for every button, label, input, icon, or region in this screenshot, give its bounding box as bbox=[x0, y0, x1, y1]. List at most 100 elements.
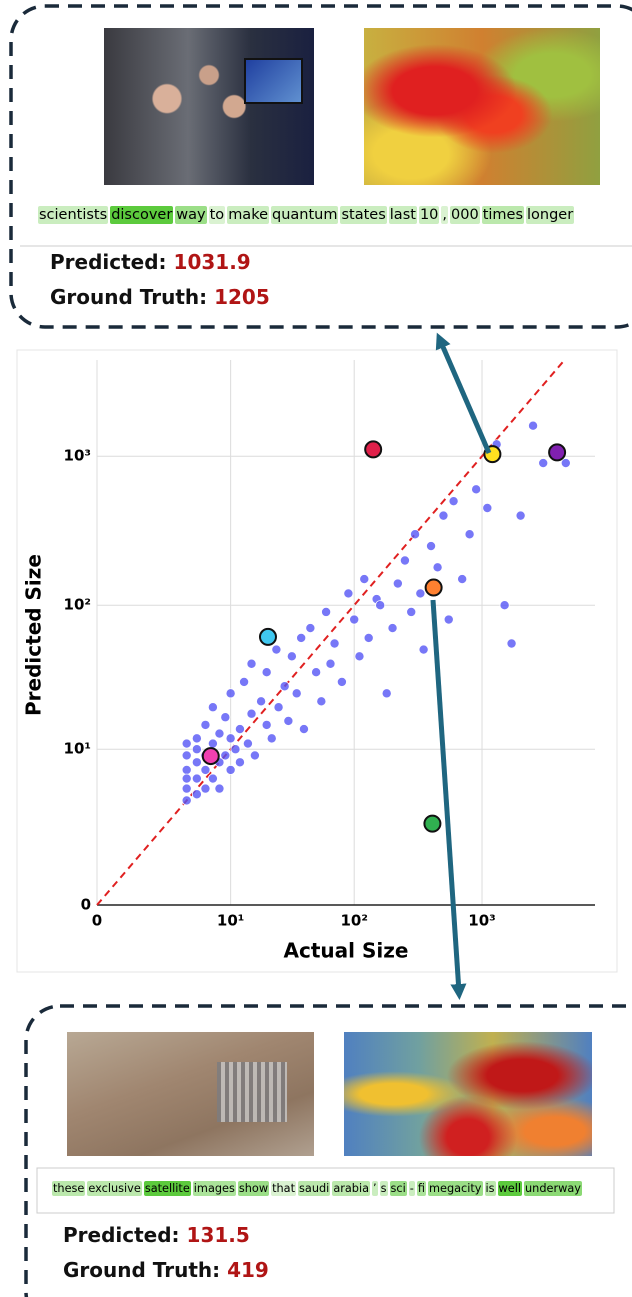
satellite-image bbox=[67, 1032, 314, 1156]
heatmap bbox=[344, 1032, 592, 1156]
point bbox=[321, 606, 332, 617]
point bbox=[230, 744, 241, 755]
token-highlight: longer bbox=[526, 206, 575, 224]
point bbox=[399, 555, 410, 566]
point bbox=[349, 614, 360, 625]
highlight-point bbox=[364, 440, 383, 459]
token: , bbox=[442, 207, 447, 223]
bottom-callout-border bbox=[24, 1004, 632, 1297]
token-highlight: - bbox=[408, 1181, 415, 1196]
point bbox=[225, 764, 236, 775]
point bbox=[359, 574, 370, 585]
highlight-point bbox=[423, 814, 442, 833]
token: is bbox=[485, 1182, 495, 1195]
point bbox=[506, 638, 517, 649]
token-highlight: 10 bbox=[418, 206, 440, 224]
buildings bbox=[217, 1062, 287, 1122]
token-highlight: discover bbox=[110, 206, 174, 224]
token: states bbox=[341, 207, 386, 223]
token: these bbox=[53, 1182, 85, 1195]
token: images bbox=[193, 1182, 235, 1195]
token-highlight: 000 bbox=[450, 206, 480, 224]
point bbox=[207, 738, 218, 749]
token: s bbox=[380, 1182, 387, 1195]
y-axis-label: Predicted Size bbox=[22, 554, 46, 716]
token-highlight: satellite bbox=[143, 1181, 191, 1196]
point bbox=[181, 795, 192, 806]
token: discover bbox=[111, 207, 173, 223]
point bbox=[200, 719, 211, 730]
token-highlight: well bbox=[497, 1181, 522, 1196]
token: times bbox=[482, 207, 524, 223]
point bbox=[273, 702, 284, 713]
point bbox=[239, 676, 250, 687]
point bbox=[432, 562, 443, 573]
y-tick-label: 10² bbox=[64, 596, 91, 614]
point bbox=[256, 696, 267, 707]
x-tick-label: 0 bbox=[92, 912, 102, 930]
point bbox=[207, 773, 218, 784]
point bbox=[220, 712, 231, 723]
predicted: Predicted: 1031.9 bbox=[50, 250, 251, 274]
point bbox=[181, 750, 192, 761]
point bbox=[242, 738, 253, 749]
point bbox=[234, 724, 245, 735]
highlight-point bbox=[424, 578, 443, 597]
point bbox=[305, 623, 316, 634]
token: make bbox=[228, 207, 268, 223]
token-highlight: way bbox=[175, 206, 207, 224]
point bbox=[246, 658, 257, 669]
photo bbox=[104, 28, 314, 185]
point bbox=[363, 632, 374, 643]
token: that bbox=[272, 1182, 296, 1195]
monitor bbox=[244, 58, 303, 104]
token: ’ bbox=[373, 1182, 377, 1195]
token-row: these exclusive satellite images show that sau… bbox=[52, 1181, 584, 1196]
value: 131.5 bbox=[186, 1223, 250, 1247]
token-highlight: make bbox=[227, 206, 269, 224]
value: 419 bbox=[227, 1258, 269, 1282]
token-highlight: that bbox=[271, 1181, 297, 1196]
point bbox=[225, 688, 236, 699]
token-highlight: exclusive bbox=[87, 1181, 142, 1196]
token-highlight: underway bbox=[524, 1181, 582, 1196]
x-tick-label: 10¹ bbox=[217, 912, 244, 930]
point bbox=[418, 644, 429, 655]
point bbox=[515, 510, 526, 521]
point bbox=[410, 529, 421, 540]
label: Predicted: bbox=[63, 1223, 180, 1247]
token: underway bbox=[525, 1182, 581, 1195]
token: 10 bbox=[419, 207, 439, 223]
label: Predicted: bbox=[50, 250, 167, 274]
ground-truth: Ground Truth: 419 bbox=[63, 1258, 269, 1282]
y-tick-label: 10³ bbox=[64, 447, 91, 465]
point bbox=[191, 733, 202, 744]
point bbox=[181, 764, 192, 775]
token-highlight: is bbox=[484, 1181, 496, 1196]
point bbox=[191, 757, 202, 768]
point bbox=[220, 750, 231, 761]
highlight-point bbox=[201, 747, 220, 766]
x-axis-label: Actual Size bbox=[284, 939, 409, 963]
token: well bbox=[498, 1182, 521, 1195]
token: fi bbox=[417, 1182, 425, 1195]
chart-panel bbox=[16, 349, 618, 973]
point bbox=[234, 757, 245, 768]
point bbox=[499, 600, 510, 611]
token: satellite bbox=[144, 1182, 190, 1195]
point bbox=[191, 789, 202, 800]
y-tick-label: 10¹ bbox=[64, 740, 91, 758]
point bbox=[560, 458, 571, 469]
point bbox=[249, 750, 260, 761]
point bbox=[181, 738, 192, 749]
point bbox=[246, 708, 257, 719]
point bbox=[443, 614, 454, 625]
point bbox=[354, 651, 365, 662]
token-highlight: megacity bbox=[427, 1181, 483, 1196]
point bbox=[311, 667, 322, 678]
point bbox=[381, 688, 392, 699]
point bbox=[406, 606, 417, 617]
token-highlight: quantum bbox=[271, 206, 339, 224]
point bbox=[200, 764, 211, 775]
token-highlight: sci bbox=[389, 1181, 407, 1196]
